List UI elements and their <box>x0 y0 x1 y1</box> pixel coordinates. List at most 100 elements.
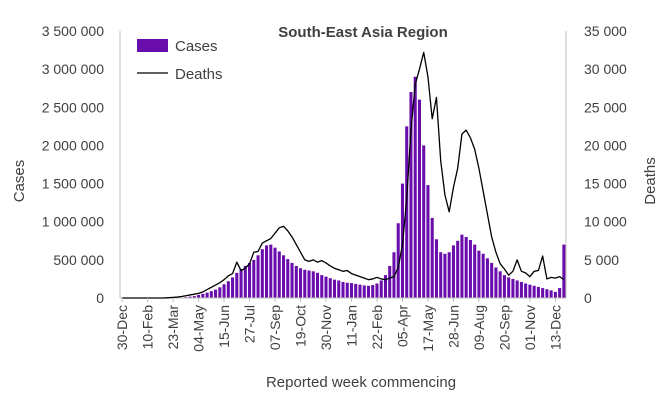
cases-bar <box>214 289 218 298</box>
cases-bar <box>366 285 371 298</box>
cases-bar <box>197 294 201 298</box>
x-tick-label: 13-Dec <box>547 305 563 350</box>
cases-bar <box>464 236 468 298</box>
cases-bar <box>252 259 256 298</box>
cases-bar <box>260 249 264 298</box>
y2-tick-label: 15 000 <box>584 176 627 192</box>
cases-bar <box>541 288 545 298</box>
cases-bar <box>290 262 294 298</box>
y-tick-label: 3 500 000 <box>42 23 104 39</box>
cases-bar <box>307 270 311 298</box>
cases-bar <box>371 285 375 298</box>
x-tick-label: 30-Dec <box>114 305 130 350</box>
x-tick-label: 23-Mar <box>165 305 181 350</box>
cases-bar <box>498 271 502 298</box>
y-tick-labels: 0 500 000 1 000 000 1 500 000 2 000 000 2 500… <box>42 23 105 306</box>
cases-bar <box>354 283 358 298</box>
cases-bar <box>383 275 388 298</box>
cases-bar <box>286 259 290 298</box>
y-axis-label: Cases <box>11 160 28 203</box>
cases-bar <box>451 245 455 298</box>
cases-bar <box>481 253 485 298</box>
x-tick-label: 09-Aug <box>471 305 487 350</box>
cases-bar <box>205 292 209 298</box>
cases-bar <box>430 217 434 298</box>
cases-bar <box>468 240 472 298</box>
y2-tick-label: 20 000 <box>584 137 627 153</box>
cases-bar <box>456 240 460 298</box>
cases-bar <box>553 291 557 298</box>
cases-bar <box>515 280 519 298</box>
cases-bar <box>243 265 247 298</box>
x-tick-label: 01-Nov <box>522 305 538 350</box>
cases-bar <box>256 255 260 298</box>
cases-bar <box>422 145 426 298</box>
cases-bar <box>298 268 303 298</box>
y2-tick-labels: 0 5 000 10 000 15 000 20 000 25 000 30 000 35 0… <box>584 23 627 306</box>
cases-bar <box>375 283 379 298</box>
x-tick-label: 20-Sep <box>496 305 512 350</box>
deaths-line <box>122 51 565 299</box>
cases-bar <box>417 99 421 298</box>
cases-bar <box>277 251 281 298</box>
cases-bar <box>231 277 235 298</box>
cases-bar <box>536 286 540 298</box>
cases-bar <box>311 271 315 298</box>
cases-bar <box>362 285 366 298</box>
x-tick-label: 15-Jun <box>216 305 232 348</box>
cases-bar <box>341 281 345 298</box>
cases-bar <box>388 265 392 298</box>
y2-tick-label: 0 <box>584 290 592 306</box>
cases-bar <box>192 296 196 298</box>
cases-bar <box>439 252 443 298</box>
cases-bar <box>511 278 515 298</box>
cases-bar <box>273 247 277 298</box>
cases-bar <box>507 277 511 298</box>
legend-label-deaths: Deaths <box>175 66 223 83</box>
cases-bar <box>324 276 328 298</box>
cases-bar <box>269 244 273 298</box>
cases-bar <box>477 250 481 298</box>
cases-bar <box>188 296 192 298</box>
cases-bar <box>413 76 417 299</box>
y2-tick-label: 35 000 <box>584 23 627 39</box>
deaths-line-group <box>122 51 565 299</box>
cases-bar <box>460 234 464 298</box>
cases-bar <box>545 289 549 298</box>
cases-bar <box>532 285 536 298</box>
cases-bar <box>337 280 341 298</box>
cases-bar <box>434 239 438 298</box>
cases-bar <box>294 265 298 298</box>
axes <box>119 31 567 299</box>
cases-bar <box>494 267 498 298</box>
y-tick-label: 2 000 000 <box>42 137 104 153</box>
cases-bar <box>502 275 506 298</box>
cases-bar <box>524 283 528 298</box>
x-tick-label: 28-Jun <box>445 305 461 348</box>
y-tick-label: 2 500 000 <box>42 99 104 115</box>
chart-title: South-East Asia Region <box>278 24 447 41</box>
x-tick-label: 30-Nov <box>318 305 334 350</box>
y2-tick-label: 10 000 <box>584 214 627 230</box>
x-tick-label: 17-May <box>420 305 436 352</box>
cases-bar <box>315 272 320 298</box>
cases-bar <box>303 269 307 298</box>
cases-bar <box>447 252 451 298</box>
cases-bar <box>201 293 205 298</box>
y-tick-label: 0 <box>96 290 104 306</box>
x-tick-labels: 30-Dec 10-Feb 23-Mar 04-May 15-Jun 27-Jul 07-S… <box>114 298 563 352</box>
x-tick-label: 19-Oct <box>293 305 309 347</box>
cases-bar <box>222 284 226 298</box>
cases-bars <box>167 76 566 299</box>
cases-bar <box>379 280 383 298</box>
cases-bar <box>549 290 553 298</box>
cases-bar <box>328 278 332 298</box>
x-tick-label: 04-May <box>191 305 207 352</box>
x-tick-label: 27-Jul <box>242 305 258 343</box>
legend-swatch-cases <box>137 39 168 52</box>
y2-axis-label: Deaths <box>642 157 659 205</box>
y-tick-label: 1 500 000 <box>42 176 104 192</box>
cases-bar <box>239 269 243 298</box>
y2-tick-label: 25 000 <box>584 99 627 115</box>
